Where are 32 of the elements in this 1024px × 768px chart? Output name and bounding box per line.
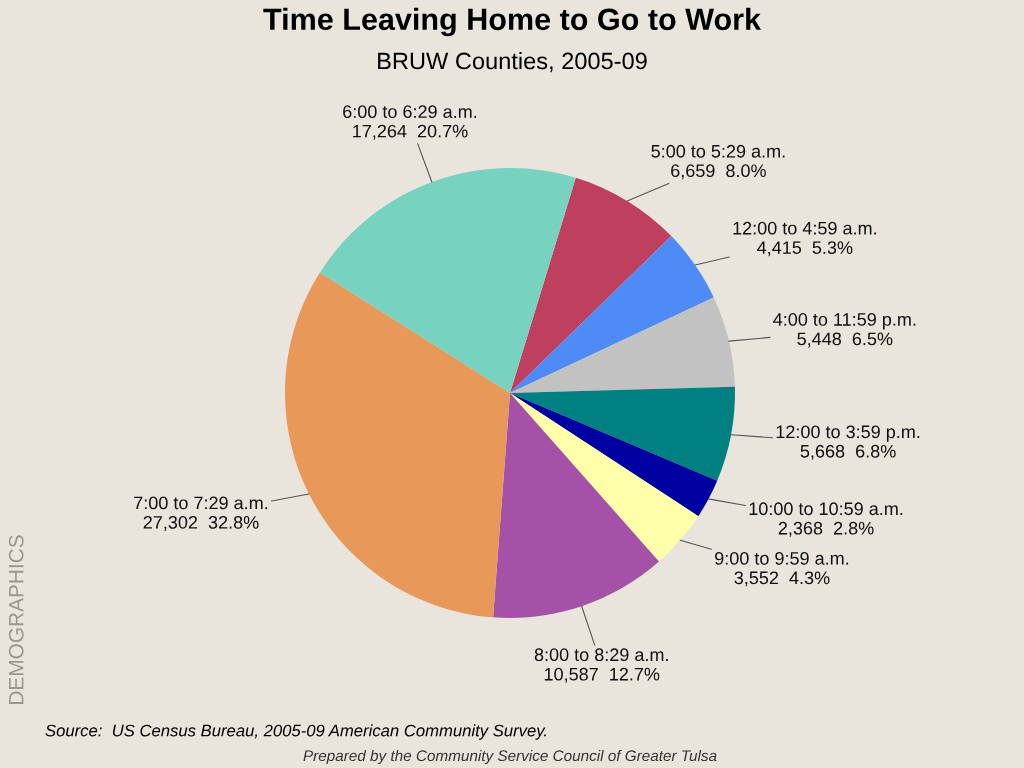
pie-slice (510, 393, 699, 562)
slice-label: 10:00 to 10:59 a.m. (749, 502, 903, 516)
text: DEMOGRAPHICS (8, 535, 24, 704)
chart-title: Time Leaving Home to Go to Work (263, 7, 762, 37)
source-note: Source: US Census Bureau, 2005-09 American Community Survey. (45, 724, 546, 740)
data-label: 27,302 32.8% (143, 515, 259, 531)
pie-slice (510, 386, 735, 481)
data-label: 17,264 20.7% (353, 124, 468, 140)
pie-slice (510, 177, 672, 393)
slice-label: 12:00 to 4:59 a.m. (733, 221, 876, 235)
slice-label: 6:00 to 6:29 a.m. (343, 105, 477, 119)
data-label: 6,659 8.0% (671, 164, 766, 180)
pie-slice (319, 168, 576, 393)
pie-slice (510, 393, 718, 517)
slice-label: 12:00 to 3:59 p.m. (776, 425, 920, 442)
data-label: 3,552 4.3% (734, 571, 830, 587)
data-label: 5,668 6.8% (800, 444, 896, 460)
data-label: 4,415 5.3% (757, 241, 853, 257)
pie-slice (285, 272, 510, 618)
pie-slice (510, 297, 735, 393)
slice-label: 8:00 to 8:29 a.m. (534, 648, 668, 662)
data-label: 5,448 6.5% (797, 332, 893, 348)
data-label: 2,368 2.8% (778, 521, 874, 537)
slice-label: 5:00 to 5:29 a.m. (651, 144, 785, 158)
chart-subtitle: BRUW Counties, 2005-09 (378, 52, 647, 73)
text: Prepared by the Community Service Council of Greater Tulsa (303, 749, 717, 765)
pie-slice (510, 236, 714, 393)
pie-slice (493, 393, 659, 618)
slice-label: 9:00 to 9:59 a.m. (715, 551, 849, 565)
slice-label: 7:00 to 7:29 a.m. (134, 496, 268, 510)
data-label: 10,587 12.7% (544, 667, 660, 683)
slice-label: 4:00 to 11:59 p.m. (773, 313, 916, 330)
